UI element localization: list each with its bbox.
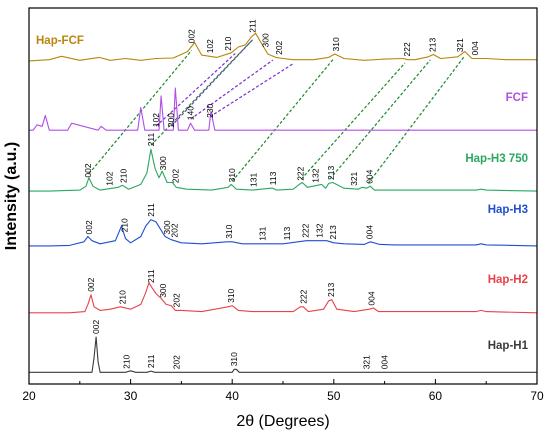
- peak-label-29: 002: [84, 220, 94, 234]
- peak-label-23: 113: [268, 171, 278, 185]
- peak-label-18: 211: [146, 132, 156, 146]
- peak-label-9: 321: [455, 38, 465, 52]
- peak-label-38: 132: [315, 223, 325, 237]
- peak-label-22: 131: [249, 173, 259, 187]
- peak-label-53: 202: [171, 355, 181, 369]
- correspondence-line-8: [329, 59, 431, 180]
- peak-label-11: 102: [151, 113, 161, 127]
- x-tick-label-20: 20: [22, 389, 36, 403]
- peak-label-4: 300: [261, 33, 271, 47]
- x-tick-label-30: 30: [124, 389, 138, 403]
- series-label-hap-h1: Hap-H1: [488, 340, 529, 352]
- series-group: [28, 32, 538, 373]
- peak-label-8: 213: [427, 38, 437, 52]
- x-tick-label-40: 40: [226, 389, 240, 403]
- peak-label-39: 213: [328, 225, 338, 239]
- peak-label-49: 004: [366, 291, 376, 305]
- x-axis-title: 2θ (Degrees): [236, 413, 329, 430]
- peak-label-41: 002: [86, 277, 96, 291]
- peak-label-1: 102: [205, 39, 215, 53]
- peak-label-2: 210: [223, 36, 233, 50]
- correspondence-line-3: [209, 63, 294, 118]
- peak-label-48: 213: [326, 283, 336, 297]
- peak-label-24: 222: [295, 166, 305, 180]
- peak-label-14: 230: [205, 103, 215, 117]
- correspondence-lines: [88, 39, 466, 184]
- peak-label-32: 300: [162, 220, 172, 234]
- peak-label-31: 211: [146, 203, 156, 217]
- series-line-hap-fcf: [28, 32, 537, 62]
- series-line-hap-h2: [29, 282, 538, 314]
- correspondence-line-0: [155, 53, 236, 127]
- peak-label-44: 300: [158, 283, 168, 297]
- correspondence-line-5: [150, 39, 253, 146]
- peak-label-47: 222: [298, 289, 308, 303]
- peak-label-6: 310: [331, 37, 341, 51]
- peak-label-55: 321: [361, 355, 371, 369]
- peak-label-15: 002: [83, 163, 93, 177]
- peak-label-12: 200: [166, 113, 176, 127]
- peak-label-17: 210: [119, 169, 129, 183]
- peak-label-56: 004: [380, 355, 390, 369]
- series-line-hap-h3-750: [29, 148, 538, 192]
- peak-label-46: 310: [226, 288, 236, 302]
- correspondence-line-9: [367, 55, 466, 184]
- peak-label-26: 213: [326, 166, 336, 180]
- peak-label-52: 211: [146, 354, 156, 368]
- series-line-hap-h1: [29, 336, 537, 373]
- y-axis-title: Intensity (a.u.): [3, 142, 20, 250]
- axis-ticks: 20 30 40 50 60 70: [22, 379, 544, 403]
- peak-label-0: 002: [187, 29, 197, 43]
- peak-label-30: 210: [120, 218, 130, 232]
- peak-label-13: 140: [186, 106, 196, 120]
- peak-label-34: 310: [224, 224, 234, 238]
- series-name-labels: Hap-FCF FCF Hap-H3 750 Hap-H3 Hap-H2 Hap-H1: [36, 35, 529, 352]
- peak-label-45: 202: [171, 293, 181, 307]
- peak-label-54: 310: [229, 352, 239, 366]
- correspondence-line-2: [190, 59, 274, 120]
- series-label-hap-h3-750: Hap-H3 750: [465, 153, 528, 165]
- series-label-hap-fcf: Hap-FCF: [36, 35, 84, 47]
- peak-label-25: 132: [311, 168, 321, 182]
- peak-label-16: 102: [104, 171, 114, 185]
- peak-label-7: 222: [402, 42, 412, 56]
- peak-label-36: 113: [282, 226, 292, 240]
- correspondence-line-6: [231, 58, 335, 182]
- peak-label-40: 004: [364, 225, 374, 239]
- x-tick-label-70: 70: [530, 389, 544, 403]
- peak-label-33: 202: [169, 223, 179, 237]
- peak-label-3: 211: [248, 19, 258, 33]
- series-label-fcf: FCF: [506, 92, 528, 104]
- peak-label-43: 211: [146, 269, 156, 283]
- peak-label-50: 002: [91, 320, 101, 334]
- x-tick-label-60: 60: [429, 389, 443, 403]
- peak-label-51: 210: [122, 354, 132, 368]
- peak-label-37: 222: [300, 223, 310, 237]
- peak-label-27: 321: [349, 171, 359, 185]
- peak-label-19: 300: [158, 156, 168, 170]
- series-label-hap-h2: Hap-H2: [488, 274, 528, 286]
- series-line-hap-h3: [29, 219, 538, 247]
- series-line-fcf: [29, 87, 537, 131]
- series-label-hap-h3: Hap-H3: [488, 204, 528, 216]
- peak-label-35: 131: [258, 226, 268, 240]
- peak-label-42: 210: [118, 290, 128, 304]
- peak-label-10: 004: [470, 41, 480, 55]
- peak-label-20: 202: [170, 169, 180, 183]
- peak-label-21: 310: [227, 168, 237, 182]
- peak-label-5: 202: [274, 40, 284, 54]
- peak-label-28: 004: [364, 169, 374, 183]
- correspondence-line-7: [300, 62, 406, 180]
- x-tick-label-50: 50: [327, 389, 341, 403]
- plot-frame: [28, 7, 538, 385]
